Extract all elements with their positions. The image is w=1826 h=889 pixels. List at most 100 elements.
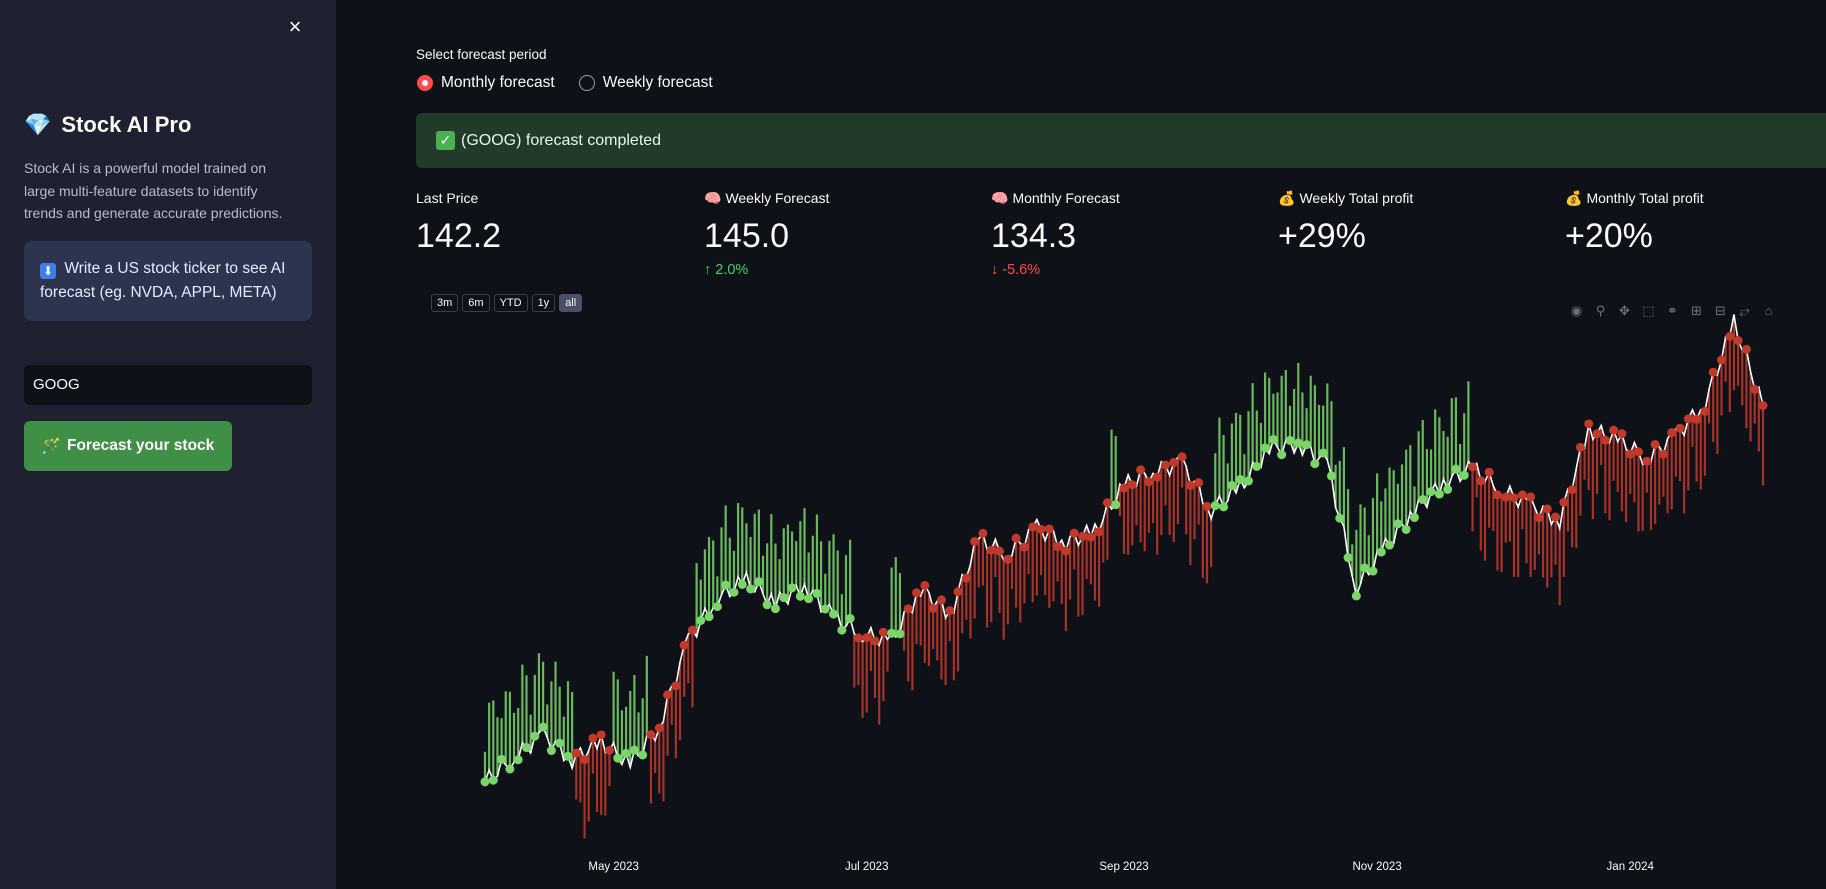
bullish-point[interactable]	[887, 628, 897, 638]
bullish-point[interactable]	[1418, 495, 1428, 505]
bullish-point[interactable]	[770, 604, 780, 614]
bearish-point[interactable]	[1733, 336, 1743, 346]
bearish-point[interactable]	[986, 545, 996, 555]
bullish-point[interactable]	[712, 602, 722, 612]
autoscale-icon[interactable]: ⥂	[1739, 303, 1750, 318]
bearish-point[interactable]	[928, 603, 938, 613]
bearish-point[interactable]	[663, 690, 673, 700]
bearish-point[interactable]	[1617, 429, 1627, 439]
bullish-point[interactable]	[1302, 440, 1312, 450]
bearish-point[interactable]	[646, 730, 656, 740]
bearish-point[interactable]	[1584, 419, 1594, 429]
bearish-point[interactable]	[1468, 462, 1478, 472]
bearish-point[interactable]	[1185, 480, 1195, 490]
bullish-point[interactable]	[1443, 484, 1453, 494]
bullish-point[interactable]	[505, 764, 515, 774]
range-3m-button[interactable]: 3m	[431, 294, 459, 312]
bearish-point[interactable]	[1492, 490, 1502, 500]
bearish-point[interactable]	[1526, 492, 1536, 502]
forecast-chart[interactable]: May 2023 Jul 2023 Sep 2023 Nov 2023 Jan 2024	[336, 290, 1826, 889]
bearish-point[interactable]	[1044, 524, 1054, 534]
bearish-point[interactable]	[1011, 533, 1021, 543]
bullish-point[interactable]	[829, 609, 839, 619]
bullish-point[interactable]	[1111, 500, 1121, 510]
bullish-point[interactable]	[497, 754, 507, 764]
bearish-point[interactable]	[953, 587, 963, 597]
bearish-point[interactable]	[1650, 439, 1660, 449]
bullish-point[interactable]	[1343, 553, 1353, 563]
bullish-point[interactable]	[787, 583, 797, 593]
bearish-point[interactable]	[1567, 485, 1577, 495]
bearish-point[interactable]	[870, 636, 880, 646]
range-all-button[interactable]: all	[559, 294, 583, 312]
bullish-point[interactable]	[1219, 502, 1229, 512]
bullish-point[interactable]	[1393, 519, 1403, 529]
bearish-point[interactable]	[1028, 522, 1038, 532]
bearish-point[interactable]	[961, 573, 971, 583]
bearish-point[interactable]	[1634, 447, 1644, 457]
range-ytd-button[interactable]: YTD	[493, 294, 528, 312]
bearish-point[interactable]	[920, 580, 930, 590]
bearish-point[interactable]	[912, 588, 922, 598]
radio-monthly-circle[interactable]	[417, 75, 433, 91]
bearish-point[interactable]	[1202, 501, 1212, 511]
bearish-point[interactable]	[1575, 442, 1585, 452]
bearish-point[interactable]	[978, 528, 988, 538]
bullish-point[interactable]	[1385, 540, 1395, 550]
bearish-point[interactable]	[1542, 504, 1552, 514]
bullish-point[interactable]	[754, 577, 764, 587]
bullish-point[interactable]	[1434, 489, 1444, 499]
bullish-point[interactable]	[1351, 591, 1361, 601]
bearish-point[interactable]	[671, 681, 681, 691]
bullish-point[interactable]	[729, 587, 739, 597]
bearish-point[interactable]	[1758, 401, 1768, 411]
bullish-point[interactable]	[488, 775, 498, 785]
bullish-point[interactable]	[480, 777, 490, 787]
bullish-point[interactable]	[845, 613, 855, 623]
zoom-out-icon[interactable]: ⊟	[1715, 303, 1726, 318]
bearish-point[interactable]	[1476, 476, 1486, 486]
bearish-point[interactable]	[1119, 483, 1129, 493]
bullish-point[interactable]	[513, 755, 523, 765]
bearish-point[interactable]	[1625, 449, 1635, 459]
bearish-point[interactable]	[1152, 472, 1162, 482]
bearish-point[interactable]	[1086, 532, 1096, 542]
bullish-point[interactable]	[895, 629, 905, 639]
bearish-point[interactable]	[1534, 513, 1544, 523]
bearish-point[interactable]	[862, 633, 872, 643]
bullish-point[interactable]	[1376, 547, 1386, 557]
bearish-point[interactable]	[1019, 542, 1029, 552]
bearish-point[interactable]	[1683, 414, 1693, 424]
bearish-point[interactable]	[1700, 406, 1710, 416]
bullish-point[interactable]	[638, 750, 648, 760]
bullish-point[interactable]	[737, 579, 747, 589]
bearish-point[interactable]	[1194, 478, 1204, 488]
zoom-icon[interactable]: ⚲	[1595, 303, 1606, 318]
bearish-point[interactable]	[1144, 477, 1154, 487]
bullish-point[interactable]	[546, 746, 556, 756]
bearish-point[interactable]	[878, 627, 888, 637]
bearish-point[interactable]	[1003, 554, 1013, 564]
bearish-point[interactable]	[580, 755, 590, 765]
bearish-point[interactable]	[1667, 428, 1677, 438]
bearish-point[interactable]	[1069, 528, 1079, 538]
bullish-point[interactable]	[762, 600, 772, 610]
bearish-point[interactable]	[1509, 493, 1519, 503]
bullish-point[interactable]	[1293, 438, 1303, 448]
bullish-point[interactable]	[1268, 434, 1278, 444]
bearish-point[interactable]	[1750, 384, 1760, 394]
bullish-point[interactable]	[613, 753, 623, 763]
bearish-point[interactable]	[1692, 414, 1702, 424]
bullish-point[interactable]	[555, 738, 565, 748]
camera-icon[interactable]: ◉	[1570, 303, 1583, 318]
bearish-point[interactable]	[1725, 331, 1735, 341]
bearish-point[interactable]	[1592, 429, 1602, 439]
forecast-button[interactable]: 🪄 Forecast your stock	[24, 421, 232, 471]
bullish-point[interactable]	[804, 594, 814, 604]
bearish-point[interactable]	[1600, 435, 1610, 445]
bearish-point[interactable]	[1609, 425, 1619, 435]
bullish-point[interactable]	[696, 615, 706, 625]
bullish-point[interactable]	[1227, 480, 1237, 490]
bullish-point[interactable]	[1409, 512, 1419, 522]
bearish-point[interactable]	[1741, 344, 1751, 354]
